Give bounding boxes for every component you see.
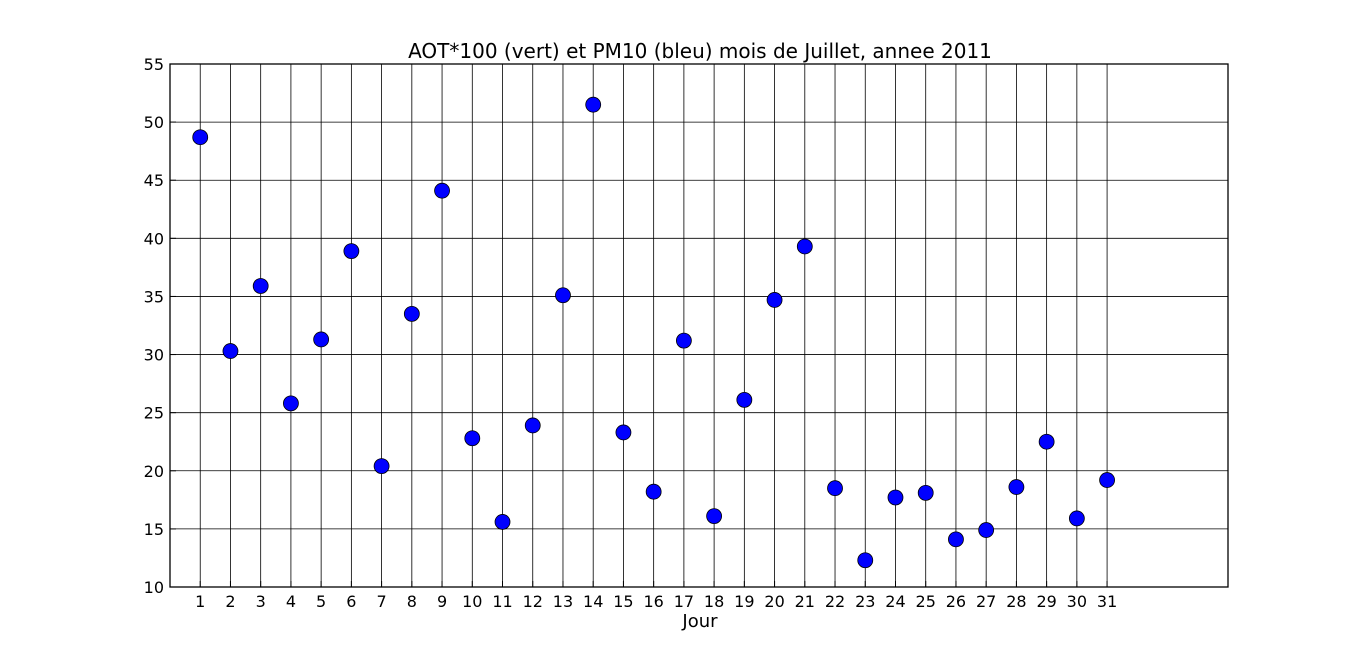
data-point [555, 287, 571, 304]
data-point [585, 96, 602, 113]
x-tick-label: 18 [704, 592, 724, 611]
x-tick-label: 22 [825, 592, 845, 611]
data-point [917, 484, 934, 501]
x-tick-label: 27 [976, 592, 996, 611]
data-point [192, 129, 209, 146]
data-point [343, 243, 360, 260]
y-tick-label: 45 [144, 171, 164, 190]
data-point [1038, 433, 1055, 450]
data-point [615, 424, 632, 441]
data-point [736, 391, 753, 408]
y-tick-label: 10 [144, 578, 164, 597]
x-tick-label: 10 [462, 592, 482, 611]
x-tick-label: 31 [1097, 592, 1117, 611]
x-tick-label: 13 [553, 592, 573, 611]
y-tick-label: 35 [144, 287, 164, 306]
x-tick-label: 12 [523, 592, 543, 611]
data-point [827, 480, 843, 497]
data-point [434, 182, 450, 199]
x-tick-label: 24 [885, 592, 905, 611]
data-point [373, 458, 390, 475]
data-point [494, 514, 511, 530]
data-point [1068, 510, 1085, 527]
x-tick-label: 20 [764, 592, 784, 611]
x-tick-label: 16 [643, 592, 663, 611]
data-point [222, 343, 239, 359]
x-tick-label: 9 [437, 592, 447, 611]
x-tick-label: 30 [1067, 592, 1087, 611]
y-tick-label: 55 [144, 55, 164, 74]
data-point [857, 552, 874, 569]
data-point [464, 430, 481, 447]
x-tick-label: 3 [256, 592, 266, 611]
x-tick-label: 29 [1036, 592, 1056, 611]
data-point [887, 489, 904, 506]
x-tick-label: 21 [795, 592, 815, 611]
x-tick-label: 23 [855, 592, 875, 611]
data-point [1099, 472, 1115, 488]
data-point [252, 278, 269, 294]
plot-frame [169, 63, 1229, 588]
data-point [948, 531, 964, 548]
y-tick-label: 50 [144, 113, 164, 132]
y-tick-label: 15 [144, 520, 164, 539]
data-point [283, 395, 299, 412]
data-point [645, 483, 662, 500]
x-tick-label: 19 [734, 592, 754, 611]
axis-ticks: 1 2 3 4 5 6 7 8 9 10 11 12 13 14 15 16 17 18 19 20 21 22 23 24 2… [144, 55, 1118, 611]
x-tick-label: 26 [946, 592, 966, 611]
data-point [978, 522, 995, 538]
data-point [675, 332, 692, 349]
x-tick-label: 1 [195, 592, 205, 611]
data-point [796, 238, 813, 255]
grid-lines [170, 64, 1228, 587]
x-tick-label: 15 [613, 592, 633, 611]
chart-title: AOT*100 (vert) et PM10 (bleu) mois de Ju… [408, 39, 992, 63]
x-tick-label: 8 [407, 592, 417, 611]
data-point [313, 331, 330, 348]
x-tick-label: 5 [316, 592, 326, 611]
data-point [706, 508, 723, 525]
x-tick-label: 6 [346, 592, 356, 611]
data-point [524, 417, 541, 434]
x-tick-label: 7 [377, 592, 387, 611]
x-tick-label: 17 [674, 592, 694, 611]
x-tick-label: 28 [1006, 592, 1026, 611]
x-tick-label: 25 [916, 592, 936, 611]
x-tick-label: 14 [583, 592, 603, 611]
x-tick-label: 4 [286, 592, 296, 611]
x-tick-label: 11 [492, 592, 512, 611]
data-point [1008, 479, 1025, 495]
y-tick-label: 20 [144, 462, 164, 481]
data-point [766, 292, 783, 308]
y-tick-label: 25 [144, 404, 164, 423]
data-points [192, 96, 1115, 569]
x-axis-label: Jour [681, 611, 718, 632]
x-tick-label: 2 [225, 592, 235, 611]
data-point [403, 305, 420, 322]
y-tick-label: 40 [144, 229, 164, 248]
y-tick-label: 30 [144, 346, 164, 365]
